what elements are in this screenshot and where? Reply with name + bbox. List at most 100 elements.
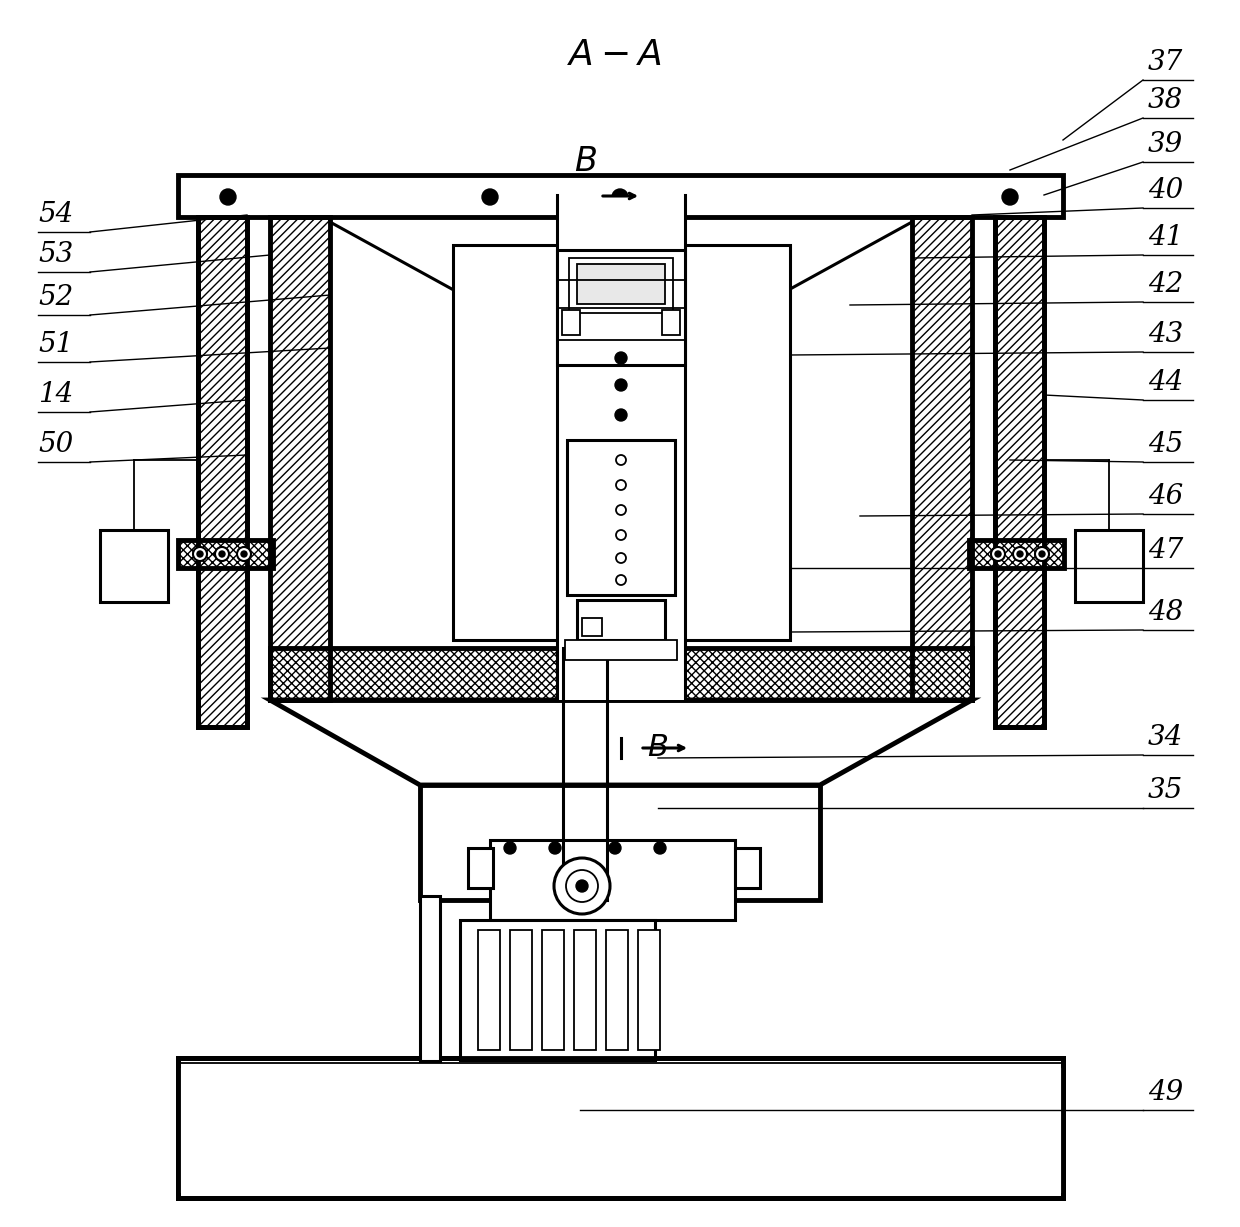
Bar <box>467 848 494 888</box>
Bar <box>562 310 580 335</box>
Polygon shape <box>270 699 972 785</box>
Bar <box>179 540 273 568</box>
Bar <box>330 217 911 648</box>
Bar <box>567 440 675 595</box>
Bar <box>179 1058 1063 1198</box>
Text: 43: 43 <box>1148 321 1183 348</box>
Circle shape <box>616 455 626 465</box>
Text: 42: 42 <box>1148 271 1183 298</box>
Circle shape <box>577 880 588 892</box>
Bar <box>420 896 440 1061</box>
Bar <box>270 217 330 699</box>
Circle shape <box>615 379 627 391</box>
Bar <box>460 920 655 1060</box>
Text: 44: 44 <box>1148 369 1183 396</box>
Text: 47: 47 <box>1148 537 1183 564</box>
Circle shape <box>613 189 627 205</box>
Circle shape <box>653 842 666 854</box>
Circle shape <box>1039 551 1045 557</box>
Circle shape <box>616 553 626 563</box>
Text: 35: 35 <box>1148 777 1183 804</box>
Bar <box>270 648 972 699</box>
Bar <box>994 217 1044 728</box>
Circle shape <box>219 189 236 205</box>
Text: $B$: $B$ <box>647 733 668 763</box>
Circle shape <box>615 352 627 364</box>
Circle shape <box>219 551 224 557</box>
Circle shape <box>616 506 626 515</box>
Bar <box>198 217 247 728</box>
Bar <box>577 600 665 640</box>
Bar <box>994 217 1044 728</box>
Bar <box>179 175 1063 217</box>
Bar <box>100 530 167 602</box>
Text: 45: 45 <box>1148 431 1183 458</box>
Text: 34: 34 <box>1148 724 1183 751</box>
Bar <box>179 540 273 568</box>
Text: 38: 38 <box>1148 87 1183 114</box>
Bar <box>179 1067 1063 1193</box>
Circle shape <box>615 409 627 421</box>
Circle shape <box>1017 551 1023 557</box>
Circle shape <box>609 842 621 854</box>
Bar <box>179 1058 1063 1198</box>
Circle shape <box>549 842 560 854</box>
Text: 48: 48 <box>1148 599 1183 626</box>
Circle shape <box>616 575 626 585</box>
Bar <box>1075 530 1143 602</box>
Circle shape <box>991 547 1004 561</box>
Bar <box>574 930 596 1050</box>
Text: 41: 41 <box>1148 225 1183 252</box>
Circle shape <box>482 189 498 205</box>
Bar <box>542 930 564 1050</box>
Text: 46: 46 <box>1148 483 1183 510</box>
Text: 51: 51 <box>38 331 73 358</box>
Text: 14: 14 <box>38 382 73 409</box>
Bar <box>565 640 677 660</box>
Bar <box>569 258 673 313</box>
Bar <box>420 785 820 899</box>
Text: 37: 37 <box>1148 49 1183 76</box>
Circle shape <box>237 547 250 561</box>
Bar <box>453 245 790 640</box>
Bar <box>911 217 972 699</box>
Text: 40: 40 <box>1148 177 1183 204</box>
Circle shape <box>554 858 610 914</box>
Circle shape <box>503 842 516 854</box>
Text: 49: 49 <box>1148 1079 1183 1106</box>
Circle shape <box>215 547 229 561</box>
Bar <box>911 217 972 699</box>
Circle shape <box>616 480 626 490</box>
Circle shape <box>1035 547 1049 561</box>
Bar <box>968 540 1064 568</box>
Text: $B$: $B$ <box>574 146 596 178</box>
Circle shape <box>1013 547 1027 561</box>
Text: $A-A$: $A-A$ <box>568 38 662 72</box>
Bar <box>270 648 972 699</box>
Bar <box>490 840 735 920</box>
Bar <box>270 217 330 699</box>
Bar <box>557 195 684 699</box>
Circle shape <box>1002 189 1018 205</box>
Circle shape <box>994 551 1001 557</box>
Text: 50: 50 <box>38 431 73 458</box>
Bar <box>662 310 680 335</box>
Text: 52: 52 <box>38 283 73 310</box>
Bar <box>735 848 760 888</box>
Bar <box>510 930 532 1050</box>
Bar <box>198 217 247 728</box>
Bar <box>477 930 500 1050</box>
Text: 53: 53 <box>38 240 73 267</box>
Text: 54: 54 <box>38 201 73 228</box>
Circle shape <box>565 870 598 902</box>
Circle shape <box>616 530 626 540</box>
Bar <box>577 264 665 304</box>
Bar <box>557 250 684 364</box>
Bar <box>968 540 1064 568</box>
Circle shape <box>193 547 207 561</box>
Bar <box>606 930 627 1050</box>
Circle shape <box>197 551 203 557</box>
Circle shape <box>241 551 247 557</box>
Bar <box>639 930 660 1050</box>
Bar <box>179 1058 1063 1198</box>
